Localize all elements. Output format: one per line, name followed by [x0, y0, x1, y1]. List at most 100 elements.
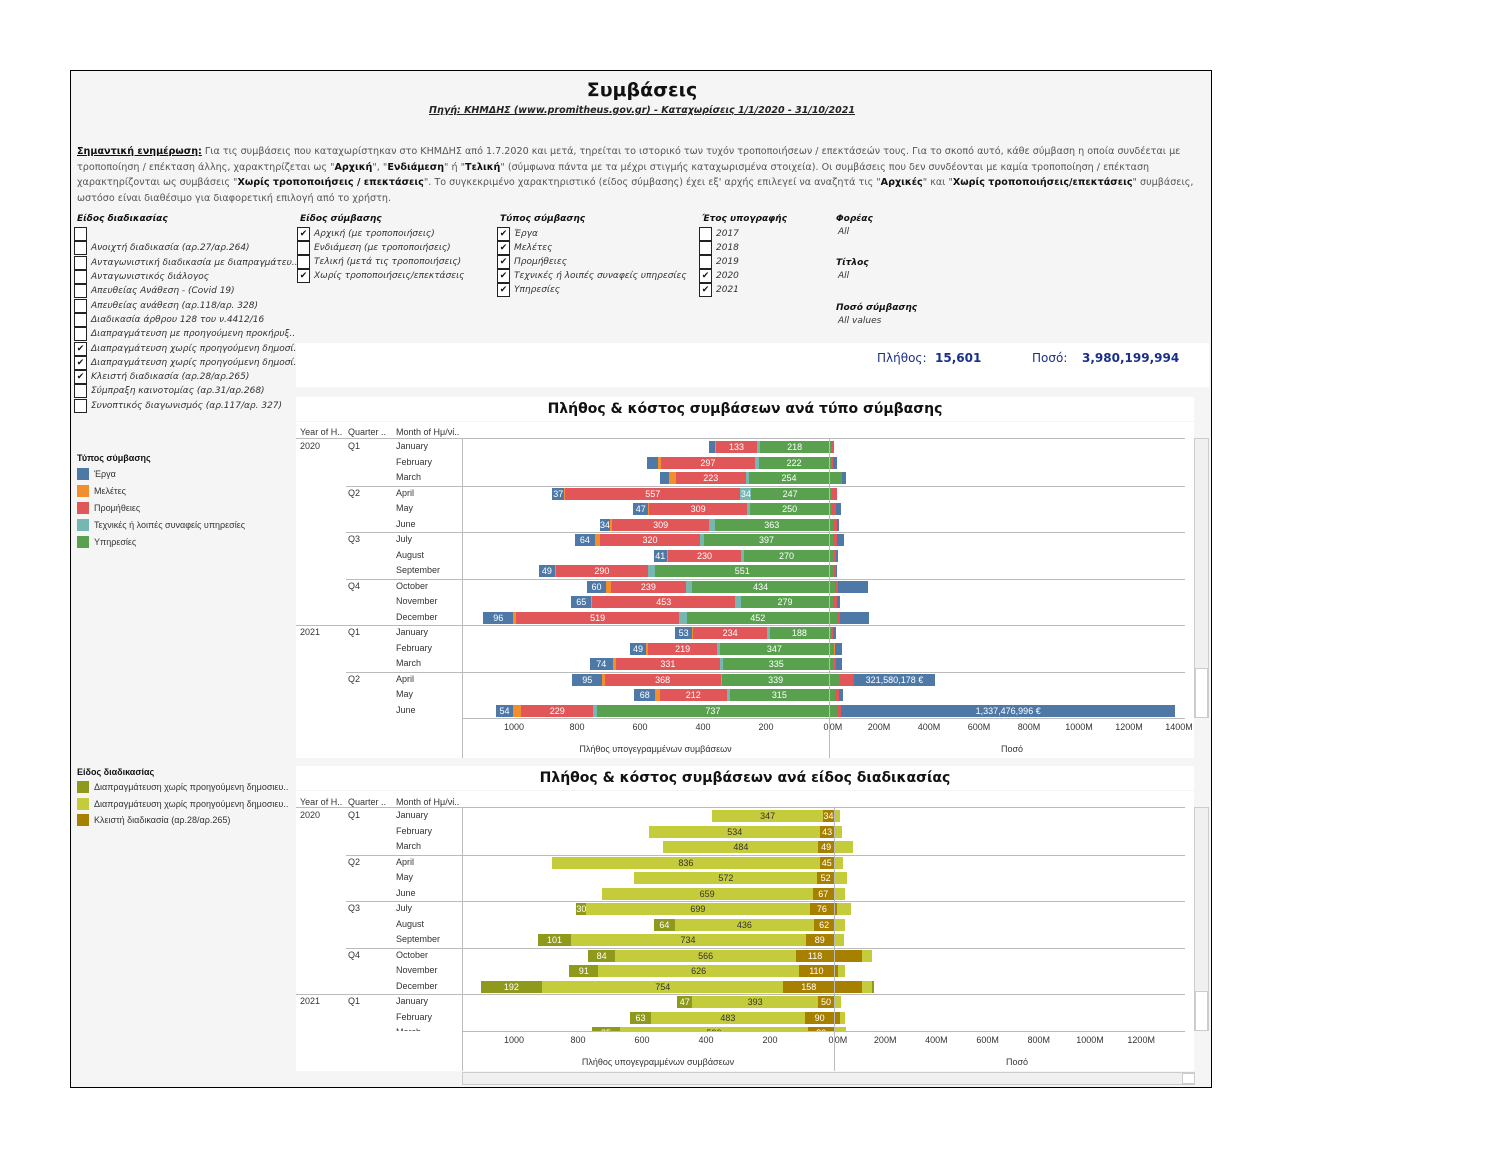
- checkbox[interactable]: ✔: [497, 227, 510, 241]
- legend-item[interactable]: Διαπραγμάτευση χωρίς προηγούμενη δημοσιε…: [77, 779, 288, 796]
- filter-value[interactable]: All: [838, 271, 850, 281]
- filter-option[interactable]: Τελική (μετά τις τροποποιήσεις): [297, 255, 464, 269]
- legend-item[interactable]: Υπηρεσίες: [77, 533, 245, 550]
- amount-bar-segment[interactable]: [834, 642, 842, 655]
- amount-bar-segment[interactable]: [836, 549, 838, 562]
- count-bar-segment[interactable]: [675, 472, 746, 484]
- count-bar-segment[interactable]: [601, 887, 813, 900]
- amount-bar-segment[interactable]: [833, 549, 836, 562]
- count-bar-segment[interactable]: [645, 642, 649, 655]
- count-bar-segment[interactable]: [720, 673, 723, 686]
- checkbox[interactable]: [74, 255, 87, 270]
- count-bar-segment[interactable]: [700, 534, 704, 546]
- amount-bar-segment[interactable]: [834, 642, 835, 655]
- amount-bar-segment[interactable]: [829, 503, 832, 515]
- legend-item[interactable]: Διαπραγμάτευση χωρίς προηγούμενη δημοσιε…: [77, 796, 288, 813]
- count-bar-segment[interactable]: [649, 825, 821, 838]
- checkbox[interactable]: [74, 398, 87, 413]
- count-bar-segment[interactable]: [538, 934, 571, 946]
- count-bar-segment[interactable]: [818, 841, 834, 853]
- count-bar-segment[interactable]: [812, 887, 834, 900]
- legend-item[interactable]: Έργα: [77, 465, 245, 482]
- amount-bar-segment[interactable]: [839, 673, 855, 686]
- vertical-scrollbar[interactable]: [1194, 438, 1209, 718]
- amount-bar-segment[interactable]: [834, 841, 853, 853]
- amount-bar-segment[interactable]: [829, 658, 834, 670]
- amount-bar-segment[interactable]: [829, 689, 836, 701]
- amount-bar-segment[interactable]: [832, 518, 837, 531]
- checkbox[interactable]: [74, 270, 87, 285]
- count-bar-segment[interactable]: [592, 596, 736, 608]
- count-bar-segment[interactable]: [766, 627, 770, 639]
- checkbox[interactable]: ✔: [74, 370, 87, 385]
- checkbox[interactable]: ✔: [74, 341, 87, 356]
- checkbox[interactable]: ✔: [497, 283, 510, 297]
- amount-bar-segment[interactable]: [829, 472, 842, 484]
- amount-bar-segment[interactable]: [831, 441, 835, 453]
- amount-bar-segment[interactable]: [829, 673, 840, 686]
- count-bar-segment[interactable]: [647, 456, 658, 469]
- amount-bar-segment[interactable]: [835, 658, 842, 670]
- filter-option[interactable]: 2018: [699, 241, 787, 255]
- filter-option[interactable]: ✔ Έργα: [497, 227, 687, 241]
- count-bar-segment[interactable]: [722, 673, 829, 686]
- count-bar-segment[interactable]: [496, 704, 514, 717]
- count-bar-segment[interactable]: [726, 689, 730, 701]
- count-bar-segment[interactable]: [740, 549, 744, 562]
- count-bar-segment[interactable]: [480, 980, 543, 993]
- amount-bar-segment[interactable]: [832, 565, 836, 577]
- count-bar-segment[interactable]: [615, 949, 797, 962]
- count-bar-segment[interactable]: [659, 689, 727, 701]
- filter-option[interactable]: Σύμπραξη καινοτομίας (αρ.31/αρ.268): [74, 384, 299, 399]
- amount-bar-segment[interactable]: [836, 903, 851, 915]
- legend-item[interactable]: Κλειστή διαδικασία (αρ.28/αρ.265): [77, 812, 288, 829]
- checkbox[interactable]: [74, 312, 87, 327]
- count-bar-segment[interactable]: [661, 456, 755, 469]
- amount-bar-segment[interactable]: [832, 627, 836, 639]
- count-bar-segment[interactable]: [630, 642, 646, 655]
- filter-value[interactable]: All values: [838, 316, 882, 326]
- count-bar-segment[interactable]: [809, 903, 834, 915]
- amount-bar-segment[interactable]: [832, 534, 837, 546]
- count-bar-segment[interactable]: [513, 611, 516, 624]
- count-bar-segment[interactable]: [668, 549, 741, 562]
- count-bar-segment[interactable]: [569, 965, 599, 977]
- count-bar-segment[interactable]: [720, 658, 724, 670]
- count-bar-segment[interactable]: [564, 487, 566, 500]
- amount-bar-segment[interactable]: [838, 580, 868, 593]
- count-bar-segment[interactable]: [692, 996, 818, 1008]
- filter-option[interactable]: 2019: [699, 255, 787, 269]
- amount-bar-segment[interactable]: [834, 872, 847, 884]
- checkbox[interactable]: [74, 298, 87, 313]
- amount-bar-segment[interactable]: [835, 580, 839, 593]
- checkbox[interactable]: [699, 227, 712, 241]
- count-bar-segment[interactable]: [663, 841, 819, 853]
- count-bar-segment[interactable]: [709, 441, 715, 453]
- count-bar-segment[interactable]: [741, 596, 829, 608]
- count-bar-segment[interactable]: [685, 580, 693, 593]
- checkbox[interactable]: [74, 241, 87, 256]
- checkbox[interactable]: [297, 255, 310, 269]
- count-bar-segment[interactable]: [712, 810, 824, 822]
- filter-option[interactable]: 2017: [699, 227, 787, 241]
- count-bar-segment[interactable]: [653, 549, 667, 562]
- checkbox[interactable]: [74, 284, 87, 299]
- amount-bar-segment[interactable]: [837, 965, 846, 977]
- count-bar-segment[interactable]: [757, 441, 761, 453]
- count-bar-segment[interactable]: [554, 565, 557, 577]
- filter-option[interactable]: ✔ Προμήθειες: [497, 255, 687, 269]
- count-bar-segment[interactable]: [570, 934, 806, 946]
- amount-bar-segment[interactable]: [834, 934, 845, 946]
- checkbox[interactable]: ✔: [297, 269, 310, 283]
- amount-bar-segment[interactable]: [831, 627, 833, 639]
- count-bar-segment[interactable]: [759, 456, 829, 469]
- amount-bar-segment[interactable]: [829, 611, 837, 624]
- amount-bar-segment[interactable]: [829, 441, 831, 453]
- amount-bar-segment[interactable]: [839, 689, 843, 701]
- count-bar-segment[interactable]: [655, 565, 829, 577]
- count-bar-segment[interactable]: [751, 487, 829, 500]
- count-bar-segment[interactable]: [594, 534, 600, 546]
- count-bar-segment[interactable]: [610, 518, 612, 531]
- count-bar-segment[interactable]: [666, 549, 669, 562]
- filter-option[interactable]: Απευθείας Ανάθεση - (Covid 19): [74, 284, 299, 299]
